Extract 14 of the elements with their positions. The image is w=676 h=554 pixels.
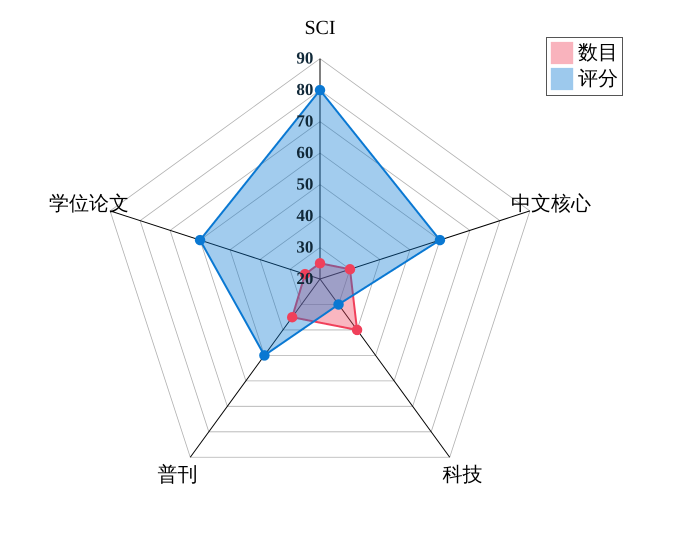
y-tick-label: 40 <box>296 206 314 226</box>
y-tick-label: 60 <box>296 143 314 162</box>
spoke-label: SCI <box>304 16 336 39</box>
legend-label: 评分 <box>578 68 618 90</box>
spoke-label: 科技 <box>442 464 483 486</box>
legend-label: 数目 <box>578 42 618 64</box>
y-tick-label: 70 <box>296 112 314 131</box>
y-tick-label: 50 <box>296 174 314 194</box>
spoke-label: 中文核心 <box>510 193 591 216</box>
y-tick-label: 80 <box>296 80 314 100</box>
spoke-label: 学位论文 <box>49 193 130 216</box>
y-tick-label: 90 <box>296 48 314 68</box>
y-tick-label: 30 <box>296 238 314 257</box>
spoke-label: 普刊 <box>157 463 198 486</box>
